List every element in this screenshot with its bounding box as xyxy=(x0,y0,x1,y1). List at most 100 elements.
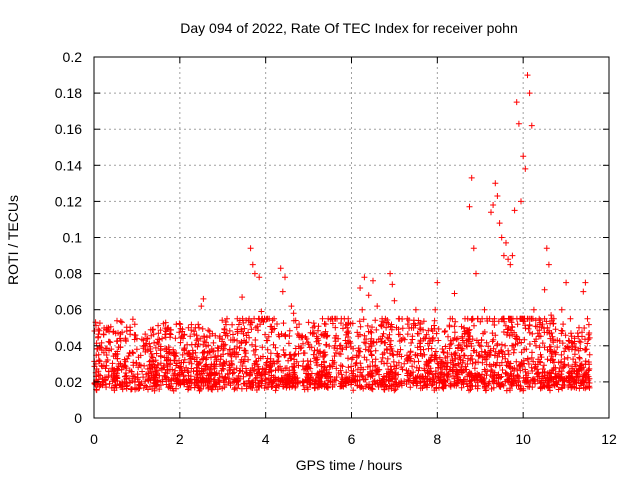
data-point xyxy=(562,345,569,352)
data-point xyxy=(507,360,514,367)
data-point xyxy=(560,321,567,328)
data-point xyxy=(157,327,164,334)
data-point xyxy=(481,329,488,335)
data-point xyxy=(415,330,422,337)
data-point xyxy=(185,386,191,393)
data-point xyxy=(407,349,414,356)
data-point xyxy=(416,364,423,371)
data-point xyxy=(434,279,441,286)
data-point xyxy=(146,358,153,365)
data-point xyxy=(459,345,466,352)
data-point xyxy=(267,350,274,357)
data-point xyxy=(277,265,284,272)
data-point xyxy=(279,288,286,295)
data-point xyxy=(558,351,565,358)
data-point xyxy=(551,373,558,380)
data-point xyxy=(206,333,213,339)
data-point xyxy=(431,317,438,324)
data-point xyxy=(461,331,468,337)
data-point xyxy=(301,366,307,373)
data-point xyxy=(529,376,536,383)
data-point xyxy=(306,344,313,351)
data-point xyxy=(367,384,374,391)
data-point xyxy=(395,371,402,378)
data-point xyxy=(350,345,357,352)
data-point xyxy=(381,360,388,367)
data-point xyxy=(573,374,580,381)
data-point xyxy=(192,349,199,356)
data-point xyxy=(155,336,161,343)
data-point xyxy=(442,378,449,385)
data-point xyxy=(338,380,345,387)
data-point xyxy=(129,316,136,323)
data-point xyxy=(444,363,451,370)
data-point xyxy=(464,383,471,390)
data-point xyxy=(139,368,146,375)
data-point xyxy=(320,332,327,339)
data-point xyxy=(423,382,430,389)
data-point xyxy=(374,303,381,310)
data-point xyxy=(238,385,245,392)
data-point xyxy=(398,364,405,371)
data-point xyxy=(529,330,536,337)
data-point xyxy=(304,386,311,393)
data-point xyxy=(187,373,194,380)
data-point xyxy=(232,385,239,391)
data-point xyxy=(205,327,212,334)
data-point xyxy=(425,345,432,352)
data-point xyxy=(117,344,124,351)
data-point xyxy=(416,374,423,381)
data-point xyxy=(558,368,565,375)
data-point xyxy=(436,354,443,361)
data-point xyxy=(541,370,548,376)
data-point xyxy=(529,349,535,356)
data-point xyxy=(481,366,488,373)
data-point xyxy=(506,385,513,392)
data-point xyxy=(245,356,252,363)
data-point xyxy=(534,373,541,380)
data-point xyxy=(219,317,226,324)
data-point xyxy=(238,340,245,347)
data-point xyxy=(219,338,225,345)
data-point xyxy=(461,352,468,359)
data-point xyxy=(437,377,444,384)
data-point xyxy=(300,350,307,356)
data-point xyxy=(517,367,524,374)
data-point xyxy=(498,348,505,355)
data-point xyxy=(112,381,119,388)
data-point xyxy=(547,320,554,327)
data-point xyxy=(534,330,541,337)
data-point xyxy=(345,315,352,322)
data-point xyxy=(518,349,525,356)
data-point xyxy=(188,365,195,372)
data-point xyxy=(165,324,172,331)
data-point xyxy=(304,378,311,385)
data-point xyxy=(138,336,145,343)
data-point xyxy=(282,274,288,281)
data-point xyxy=(96,358,103,365)
data-point xyxy=(107,323,114,330)
data-point xyxy=(362,346,369,353)
data-point xyxy=(584,315,591,322)
data-point xyxy=(150,379,157,386)
data-point xyxy=(475,339,482,346)
data-point xyxy=(252,351,259,358)
data-point xyxy=(322,321,329,328)
data-point xyxy=(277,363,283,370)
data-point xyxy=(547,357,554,364)
data-point xyxy=(478,343,485,350)
x-axis-label: GPS time / hours xyxy=(296,457,403,473)
data-point xyxy=(451,323,458,330)
data-point xyxy=(282,365,289,372)
data-point xyxy=(582,279,589,286)
data-point xyxy=(228,353,235,360)
data-point xyxy=(158,366,165,373)
data-point xyxy=(440,349,447,355)
data-point xyxy=(399,325,406,332)
data-point xyxy=(536,333,542,340)
data-point xyxy=(99,363,106,370)
data-point xyxy=(367,363,374,370)
data-point xyxy=(106,380,113,387)
data-point xyxy=(514,321,521,328)
data-point xyxy=(349,320,356,327)
